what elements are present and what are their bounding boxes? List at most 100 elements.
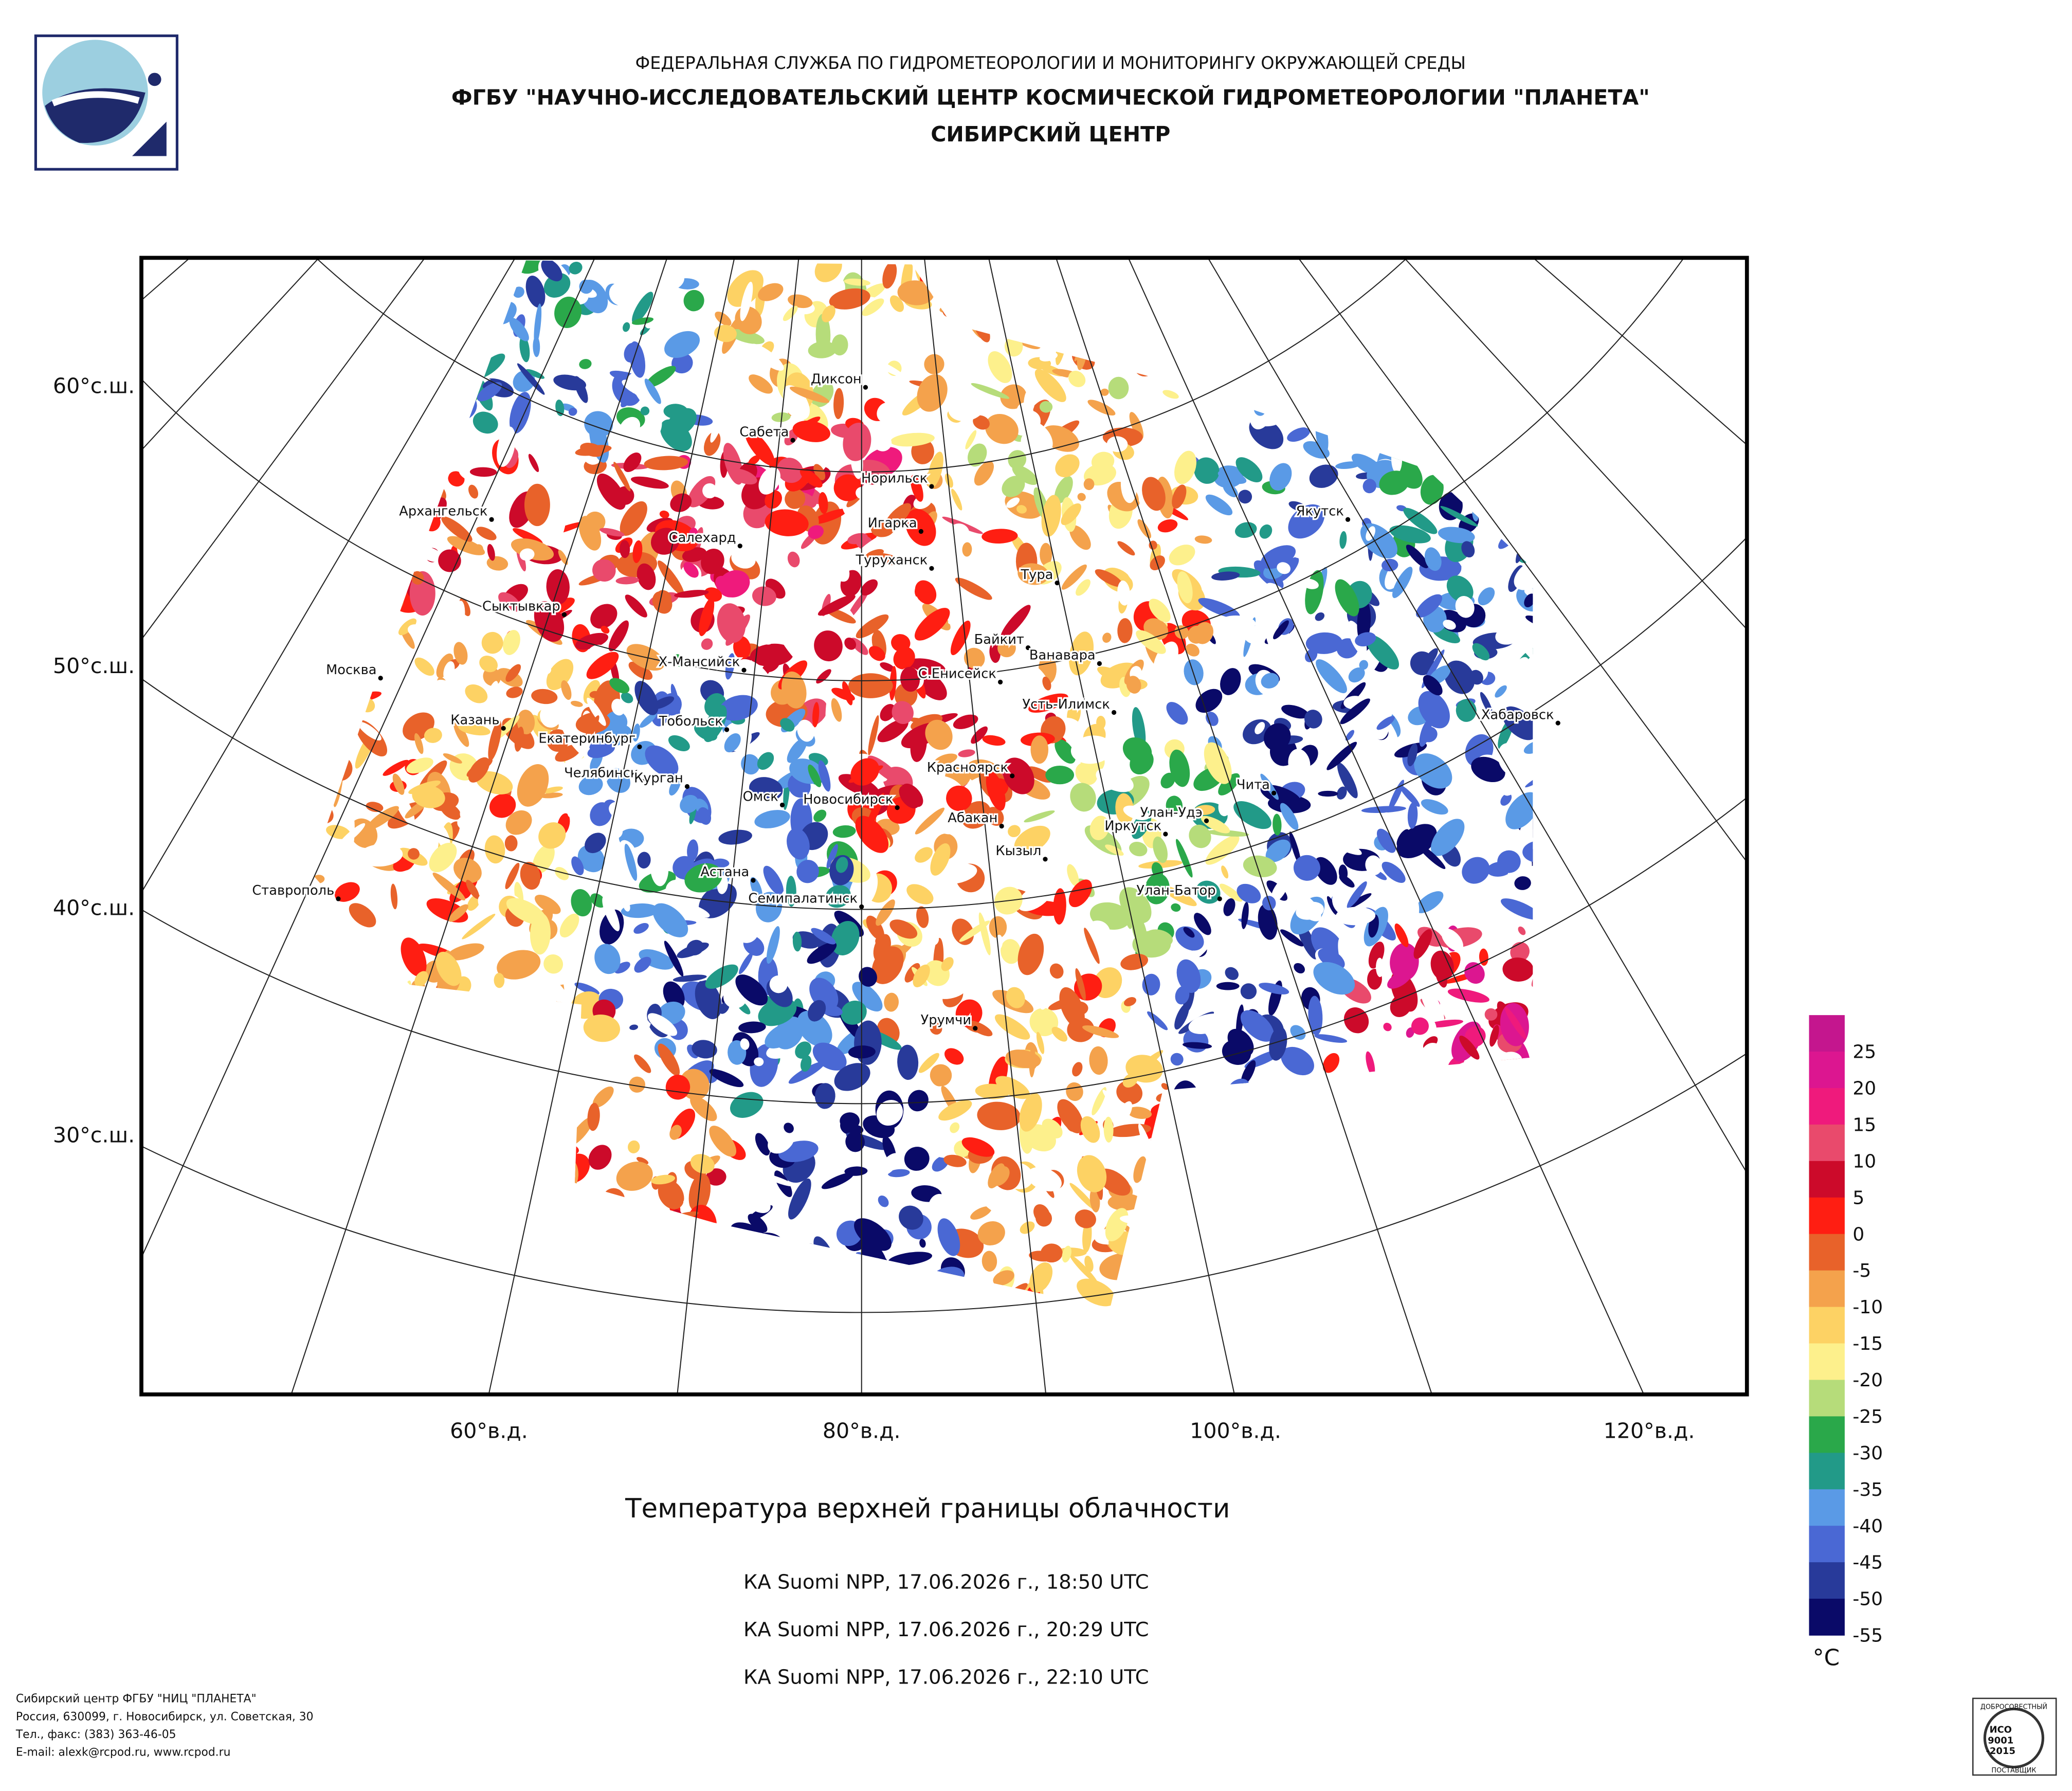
legend-swatch	[1809, 1489, 1845, 1526]
cloud-patch	[731, 549, 756, 569]
cloud-patch	[390, 883, 398, 910]
legend-swatch	[1809, 1380, 1845, 1417]
cloud-patch	[784, 1123, 794, 1133]
cloud-patch	[1022, 421, 1053, 454]
cloud-patch	[559, 913, 579, 938]
cloud-patch	[1280, 803, 1299, 830]
cloud-patch	[496, 426, 516, 467]
lat-label: 50°с.ш.	[53, 654, 135, 678]
cloud-patch	[1077, 493, 1086, 501]
cloud-patch	[1077, 688, 1105, 720]
cloud-patch	[630, 980, 661, 1004]
cloud-patch	[1337, 763, 1358, 799]
meridian	[1128, 258, 1645, 1395]
cloud-patch	[506, 686, 523, 698]
cloud-patch	[930, 1064, 952, 1087]
cloud-patch	[749, 777, 783, 801]
legend-swatch	[1809, 1453, 1845, 1490]
cloud-patch	[1394, 923, 1409, 947]
cloud-patch	[1055, 1014, 1070, 1038]
cloud-patch	[904, 963, 920, 983]
cloud-patch	[561, 680, 572, 700]
footer-line: Сибирский центр ФГБУ "НИЦ "ПЛАНЕТА"	[16, 1693, 257, 1706]
cloud-patch	[866, 915, 884, 940]
cloud-patch	[663, 981, 685, 1009]
cloud-patch	[1415, 594, 1442, 618]
cloud-patch	[904, 1147, 930, 1171]
cloud-patch	[446, 943, 484, 961]
cloud-patch	[1480, 692, 1493, 716]
cloud-patch	[469, 467, 497, 477]
cloud-patch	[754, 1057, 764, 1066]
cloud-patch	[583, 1015, 621, 1042]
cloud-patch	[1440, 505, 1478, 527]
cloud-patch	[1318, 790, 1338, 797]
cloud-patch	[1117, 580, 1131, 606]
cloud-patch	[787, 828, 810, 860]
logo	[34, 34, 178, 171]
cloud-patch	[950, 1122, 960, 1133]
cloud-patch	[973, 415, 990, 430]
cloud-patch	[754, 810, 790, 828]
cloud-patch	[974, 461, 994, 486]
cloud-patch	[781, 671, 807, 709]
cloud-patch	[1056, 943, 1095, 969]
cloud-patch	[541, 260, 562, 282]
legend-label: -55	[1852, 1625, 1883, 1647]
cloud-patch	[786, 876, 796, 907]
cloud-patch	[808, 764, 822, 787]
cloud-patch	[542, 786, 563, 794]
cloud-patch	[1288, 504, 1325, 539]
cloud-patch	[1287, 427, 1311, 442]
cloud-patch	[1166, 795, 1183, 816]
city-label: Х-Мансийск	[659, 655, 740, 670]
cloud-patch	[729, 468, 757, 485]
cloud-patch	[1382, 861, 1406, 883]
cloud-patch	[729, 329, 765, 345]
cloud-patch	[1269, 463, 1292, 491]
legend-swatch	[1809, 1052, 1845, 1089]
city-dot	[895, 805, 900, 810]
cloud-patch	[570, 700, 583, 707]
cloud-patch	[1255, 722, 1265, 734]
cloud-patch	[1077, 1278, 1116, 1307]
cloud-patch	[1120, 953, 1149, 970]
map-title: Температура верхней границы облачности	[625, 1493, 1230, 1524]
cloud-patch	[817, 594, 856, 616]
cloud-patch	[1420, 648, 1438, 672]
cloud-patch	[1259, 983, 1289, 994]
city-dot	[929, 566, 934, 571]
city-dot	[1345, 517, 1351, 522]
cloud-patch	[1261, 545, 1296, 569]
cloud-patch	[477, 382, 502, 402]
meridian	[141, 258, 516, 894]
cloud-patch	[1462, 857, 1490, 884]
cloud-patch	[929, 1193, 948, 1216]
cloud-patch	[601, 626, 610, 634]
cloud-patch	[814, 630, 843, 662]
cloud-patch	[1434, 962, 1447, 988]
cloud-patch	[752, 586, 776, 606]
cloud-patch	[1444, 660, 1475, 694]
cloud-patch	[701, 638, 713, 650]
cloud-patch	[1389, 525, 1431, 544]
cloud-patch	[715, 311, 732, 326]
cloud-patch	[1039, 352, 1058, 361]
city-dot	[863, 385, 868, 390]
cloud-patch	[665, 1074, 690, 1100]
cloud-patch	[1162, 390, 1179, 399]
cloud-patch	[814, 1083, 835, 1109]
meridian	[988, 258, 1235, 1395]
cloud-patch	[1057, 1099, 1084, 1133]
legend-swatch	[1809, 1416, 1845, 1454]
cloud-patch	[982, 735, 1006, 746]
city-dot	[1010, 773, 1015, 779]
cloud-patch	[447, 536, 485, 555]
cloud-patch	[1411, 1017, 1429, 1035]
cloud-patch	[813, 809, 827, 822]
cloud-patch	[833, 474, 862, 501]
cloud-patch	[642, 471, 686, 483]
cloud-patch	[525, 275, 546, 308]
cloud-patch	[476, 771, 513, 794]
